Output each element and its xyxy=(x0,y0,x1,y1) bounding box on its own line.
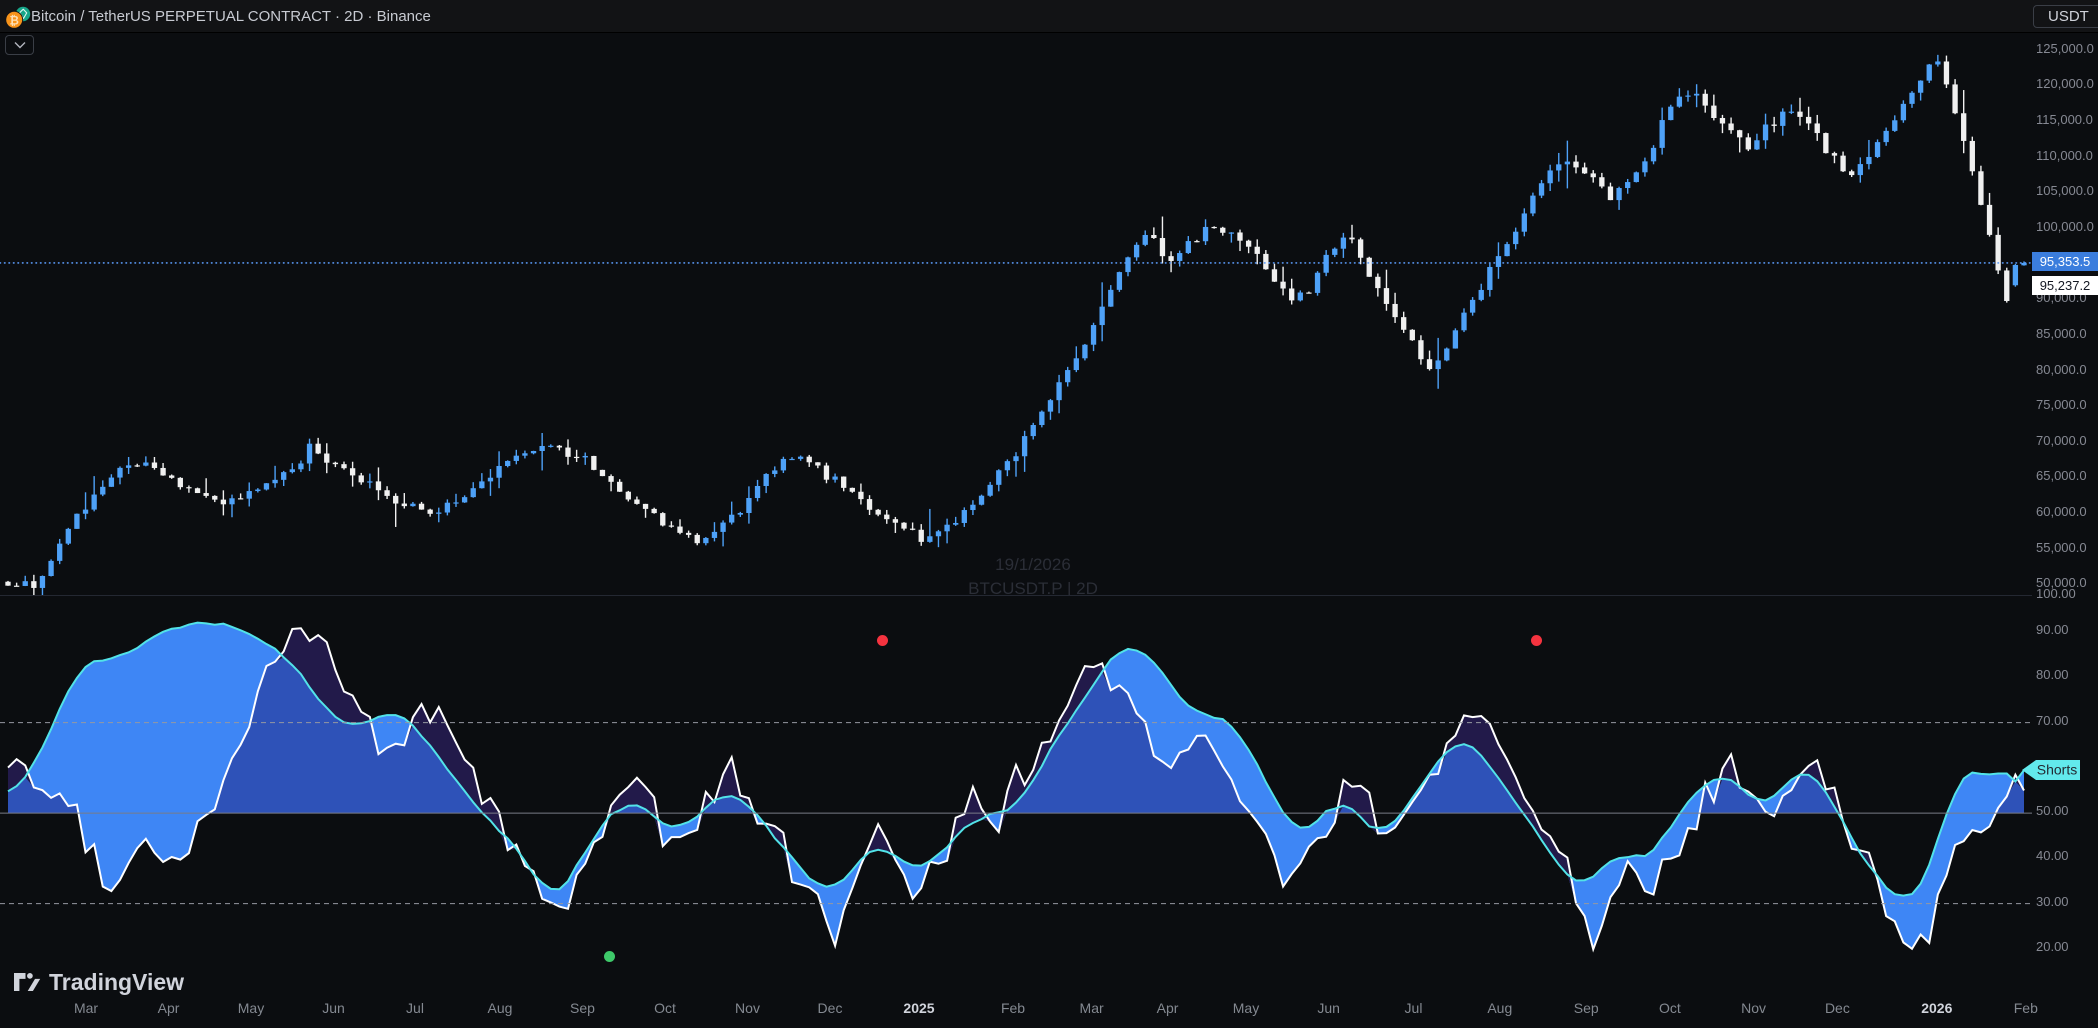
svg-text:Shorts: Shorts xyxy=(2037,762,2077,778)
svg-text:₿: ₿ xyxy=(10,15,19,27)
